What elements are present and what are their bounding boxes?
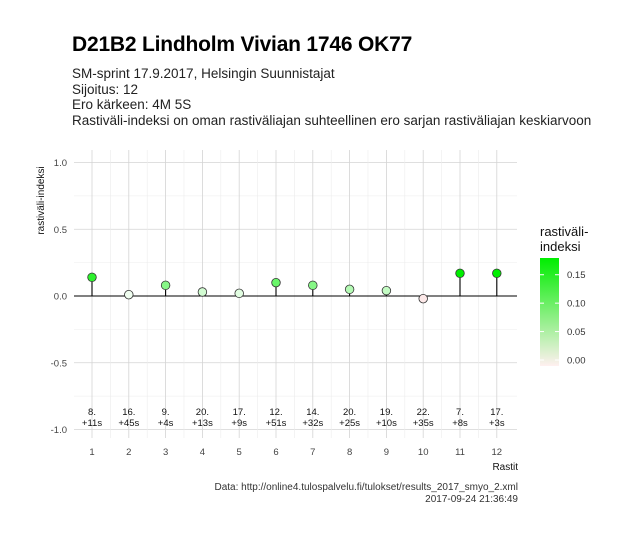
legend-tick-label: 0.15 xyxy=(567,270,586,281)
x-tick-label: 9 xyxy=(384,447,389,458)
time-diff-label: +45s xyxy=(118,418,139,429)
x-axis-label: Rastit xyxy=(492,462,518,473)
lollipop-point xyxy=(271,277,281,288)
color-legend: 0.15 0.10 0.05 0.00 xyxy=(540,258,586,367)
lollipop-point xyxy=(308,280,318,291)
lollipop-point xyxy=(492,268,502,279)
time-diff-label: +11s xyxy=(82,418,102,429)
x-tick-label: 4 xyxy=(200,447,205,458)
rank-label: 22. xyxy=(417,407,430,418)
subtitle-line: SM-sprint 17.9.2017, Helsingin Suunnista… xyxy=(72,66,335,81)
y-tick-label: -0.5 xyxy=(51,358,67,369)
time-diff-label: +35s xyxy=(413,418,434,429)
x-tick-label: 10 xyxy=(418,447,429,458)
rank-label: 20. xyxy=(196,407,209,418)
data-marks: 8.+11s16.+45s9.+4s20.+13s17.+9s12.+51s14… xyxy=(82,268,505,429)
time-diff-label: +8s xyxy=(452,418,468,429)
y-axis-label: rastiväli-indeksi xyxy=(36,166,47,234)
time-diff-label: +51s xyxy=(266,418,287,429)
lollipop-point xyxy=(87,272,97,283)
x-tick-label: 5 xyxy=(237,447,242,458)
time-diff-label: +13s xyxy=(192,418,213,429)
legend-title-line: rastiväli- xyxy=(540,224,589,239)
legend-title-line: indeksi xyxy=(540,239,581,254)
lollipop-point xyxy=(160,280,171,291)
y-tick-label: -1.0 xyxy=(51,425,67,436)
x-tick-label: 1 xyxy=(89,447,94,458)
lollipop-point xyxy=(197,287,208,297)
time-diff-label: +4s xyxy=(158,418,174,429)
chart-title: D21B2 Lindholm Vivian 1746 OK77 xyxy=(72,33,413,56)
legend-tick-label: 0.05 xyxy=(567,327,586,338)
legend-tick-label: 0.10 xyxy=(567,299,586,310)
rank-label: 9. xyxy=(162,407,170,418)
time-diff-label: +3s xyxy=(489,418,505,429)
rank-label: 17. xyxy=(490,407,503,418)
time-diff-label: +9s xyxy=(231,418,247,429)
lollipop-point xyxy=(234,288,244,299)
x-tick-label: 8 xyxy=(347,447,352,458)
legend-tick-label: 0.00 xyxy=(567,356,586,367)
legend-title: rastiväli- indeksi xyxy=(540,224,588,254)
rank-label: 14. xyxy=(306,407,319,418)
subtitle-line: Ero kärkeen: 4M 5S xyxy=(72,97,192,112)
legend-colorbar xyxy=(540,258,559,366)
subtitle-line: Rastiväli-indeksi on oman rastiväliajan … xyxy=(72,113,592,128)
lollipop-point xyxy=(344,284,355,295)
x-tick-label: 6 xyxy=(273,447,278,458)
rank-label: 12. xyxy=(269,407,282,418)
x-tick-label: 11 xyxy=(455,447,465,458)
time-diff-label: +32s xyxy=(302,418,323,429)
rank-label: 7. xyxy=(456,407,464,418)
lollipop-point xyxy=(124,289,134,300)
x-tick-label: 2 xyxy=(126,447,131,458)
y-tick-label: 1.0 xyxy=(54,158,67,169)
x-tick-label: 3 xyxy=(163,447,168,458)
x-tick-label: 12 xyxy=(492,447,503,458)
time-diff-label: +25s xyxy=(339,418,360,429)
rank-label: 19. xyxy=(380,407,393,418)
lollipop-point xyxy=(381,285,392,296)
rank-label: 8. xyxy=(88,407,96,418)
rank-label: 16. xyxy=(122,407,135,418)
time-diff-label: +10s xyxy=(376,418,397,429)
subtitle-line: Sijoitus: 12 xyxy=(72,82,139,97)
y-tick-label: 0.5 xyxy=(54,225,67,236)
rank-label: 17. xyxy=(233,407,246,418)
data-source-caption: Data: http://online4.tulospalvelu.fi/tul… xyxy=(214,482,518,493)
x-tick-label: 7 xyxy=(310,447,315,458)
y-tick-label: 0.0 xyxy=(54,292,67,303)
lollipop-point xyxy=(455,268,465,279)
lollipop-point xyxy=(418,293,428,304)
rank-label: 20. xyxy=(343,407,356,418)
timestamp-caption: 2017-09-24 21:36:49 xyxy=(425,494,518,505)
grid-lines xyxy=(74,150,517,438)
